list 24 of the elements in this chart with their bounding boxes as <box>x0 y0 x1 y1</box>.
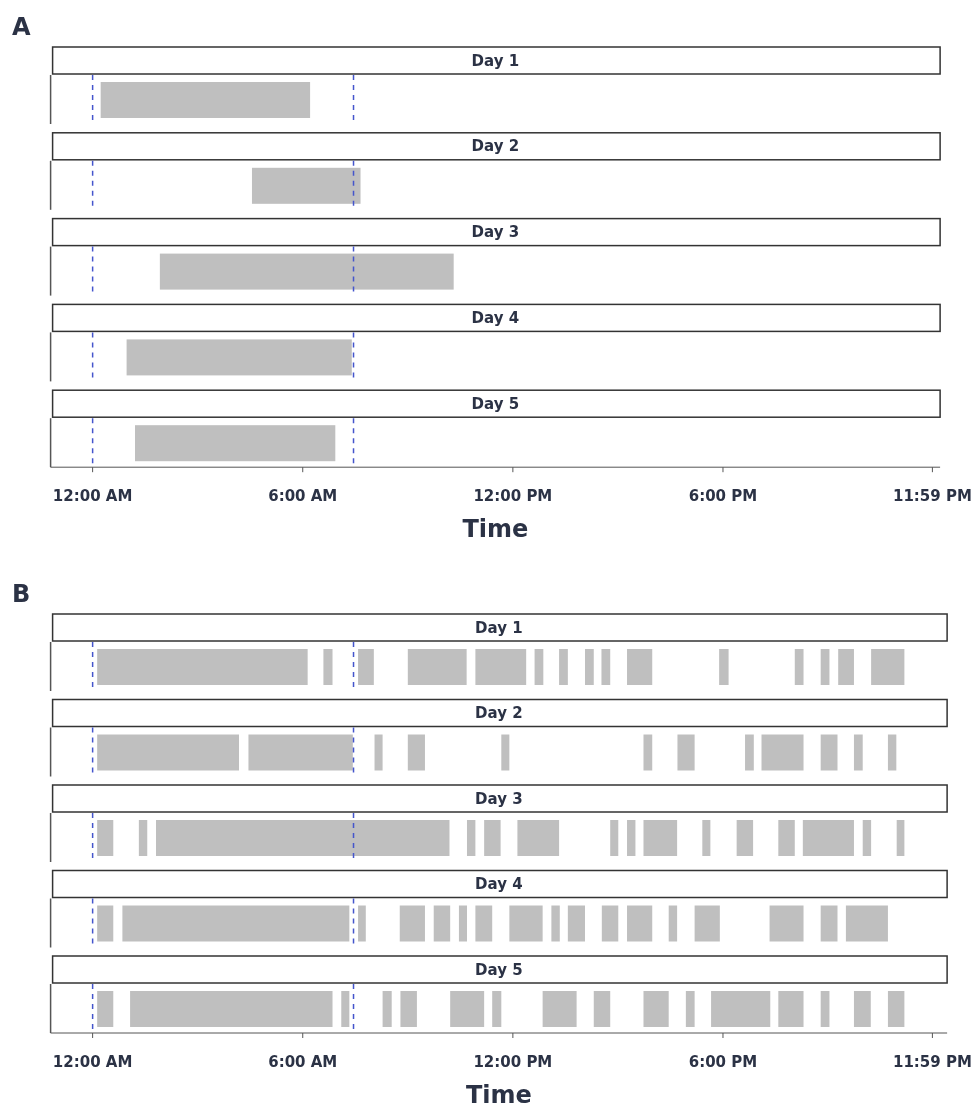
y-tick-label: Day 3 <box>471 223 520 242</box>
x-tick-label: 12:00 PM <box>473 1053 553 1071</box>
text: A <box>12 13 31 41</box>
x-tick-label: 12:00 AM <box>52 487 133 506</box>
x-axis-title: Time <box>462 515 529 544</box>
y-tick-label: Day 5 <box>471 394 520 413</box>
y-tick-label: Day 2 <box>475 704 523 722</box>
y-tick-label: Day 1 <box>475 618 523 637</box>
x-tick-label: 12:00 AM <box>52 1053 133 1071</box>
text: B <box>12 580 31 608</box>
x-tick-label: 6:00 AM <box>268 487 338 506</box>
x-tick-label: 6:00 PM <box>688 1053 758 1071</box>
y-tick-label: Day 3 <box>475 789 523 808</box>
x-tick-label: 6:00 AM <box>268 1053 338 1071</box>
y-tick-label: Day 4 <box>471 308 520 327</box>
y-tick-label: Day 1 <box>471 51 520 70</box>
y-tick-label: Day 2 <box>471 137 520 156</box>
x-tick-label: 11:59 PM <box>892 1053 972 1071</box>
y-tick-label: Day 5 <box>475 960 523 979</box>
x-tick-label: 12:00 PM <box>473 487 553 506</box>
y-tick-label: Day 4 <box>475 875 523 893</box>
x-axis-title: Time <box>465 1081 532 1107</box>
x-tick-label: 11:59 PM <box>892 487 972 506</box>
x-tick-label: 6:00 PM <box>688 487 758 506</box>
